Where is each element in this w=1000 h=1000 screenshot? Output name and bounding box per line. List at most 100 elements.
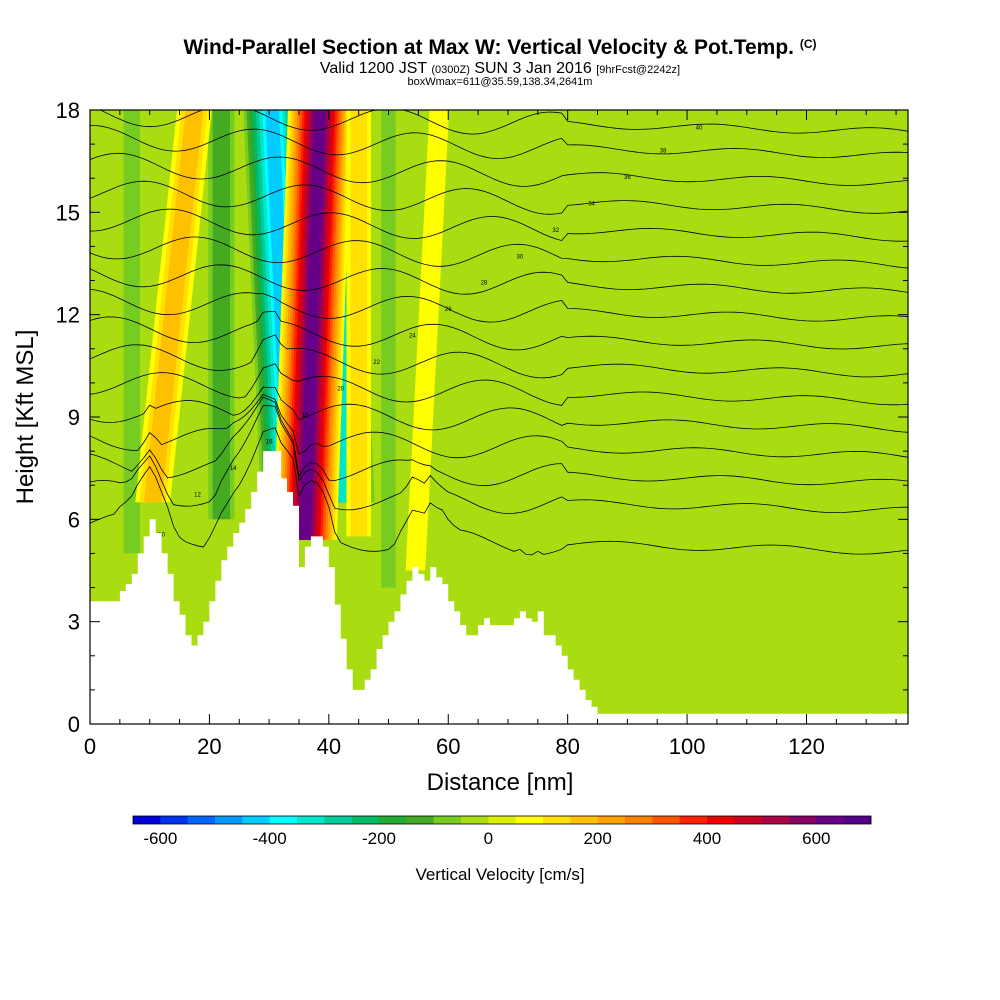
updraft-band-2-level <box>350 110 367 537</box>
colorbar-swatch <box>351 816 380 824</box>
plot-area: 10 12 14 16 18 20 22 24 26 28 30 32 34 36 38 40 <box>90 110 908 724</box>
colorbar-swatch <box>734 816 762 824</box>
y-tick-label: 3 <box>68 610 80 635</box>
isentrope-label: 26 <box>445 307 452 313</box>
isentrope-line <box>90 427 908 556</box>
valid-zone: (0300Z) <box>431 64 470 76</box>
isentrope-line <box>90 125 908 159</box>
colorbar-swatch <box>269 816 298 824</box>
valid-date: SUN 3 Jan 2016 <box>474 60 592 77</box>
colorbar-tick-label: 200 <box>583 829 611 848</box>
isentrope-label: 30 <box>517 254 524 260</box>
colorbar-tick-label: 400 <box>693 829 721 848</box>
colorbar-swatch <box>515 816 544 824</box>
x-tick-label: 40 <box>317 734 341 759</box>
y-tick-label: 9 <box>68 405 80 430</box>
isentrope-line <box>90 334 908 379</box>
updraft-band-3-level <box>405 110 450 571</box>
x-axis-title: Distance [nm] <box>427 769 574 796</box>
isentrope-label: 38 <box>660 148 667 154</box>
isentrope-label: 22 <box>373 360 380 366</box>
isentrope-label: 16 <box>266 440 273 446</box>
isentrope-label: 36 <box>624 175 631 181</box>
colorbar-swatch <box>570 816 598 824</box>
colorbar-swatch <box>297 816 325 824</box>
colorbar-swatch <box>433 816 462 824</box>
colorbar-swatch <box>625 816 653 824</box>
colorbar-title: Vertical Velocity [cm/s] <box>415 865 584 884</box>
isentrope-label: 32 <box>552 228 559 234</box>
isentrope-line <box>90 396 908 487</box>
colorbar-swatch <box>215 816 243 824</box>
chart-title: Wind-Parallel Section at Max W: Vertical… <box>0 36 1000 60</box>
colorbar-tick-label: 0 <box>484 829 493 848</box>
colorbar-swatch <box>242 816 270 824</box>
colorbar-swatch <box>379 816 407 824</box>
colorbar-swatch <box>461 816 489 824</box>
x-tick-label: 120 <box>788 734 825 759</box>
updraft-band-0-level <box>299 110 326 540</box>
updraft-band-1-level <box>144 110 204 503</box>
isentrope-line <box>90 208 908 242</box>
y-tick-label: 15 <box>56 200 80 225</box>
y-tick-label: 0 <box>68 712 80 737</box>
isentrope-line <box>90 363 908 406</box>
isentrope-line <box>90 152 908 187</box>
chart-title-text: Wind-Parallel Section at Max W: Vertical… <box>183 36 794 59</box>
isentrope-line <box>90 311 908 351</box>
terrain <box>90 451 908 724</box>
x-tick-label: 60 <box>436 734 460 759</box>
colorbar-tick-label: -200 <box>362 829 396 848</box>
isentrope-label: 18 <box>302 413 309 419</box>
colorbar-swatch <box>816 816 844 824</box>
y-tick-label: 18 <box>56 98 80 123</box>
colorbar-swatch <box>707 816 735 824</box>
velocity-fields <box>119 110 450 588</box>
colorbar-swatch <box>187 816 216 824</box>
x-tick-label: 20 <box>197 734 221 759</box>
isentrope-label: 20 <box>337 387 344 393</box>
forecast-info: [9hrFcst@2242z] <box>596 64 681 76</box>
x-tick-label: 100 <box>669 734 706 759</box>
colorbar-swatch <box>597 816 626 824</box>
copyright-mark: (C) <box>799 37 817 51</box>
colorbar-swatch <box>324 816 352 824</box>
y-axis-title: Height [Kft MSL] <box>12 330 39 505</box>
isentropes: 10 12 14 16 18 20 22 24 26 28 30 32 34 36 38 40 <box>90 110 908 556</box>
colorbar-swatch <box>406 816 434 824</box>
box-max-info: boxWmax=611@35.59,138.34,2641m <box>407 76 593 88</box>
isentrope-label: 14 <box>230 466 237 472</box>
colorbar: -600 -400 -200 0 200 400 600 <box>132 815 872 848</box>
isentrope-line <box>90 386 908 433</box>
downdraft-band-2-level <box>212 110 230 520</box>
colorbar-swatch <box>133 816 161 824</box>
isentrope-line <box>99 110 908 135</box>
isentrope-line <box>90 236 908 269</box>
y-tick-label: 6 <box>68 507 80 532</box>
isentrope-line <box>90 180 908 215</box>
isentrope-line <box>90 405 908 514</box>
colorbar-swatch <box>488 816 516 824</box>
y-tick-label: 12 <box>56 303 80 328</box>
colorbar-swatch <box>843 816 872 824</box>
colorbar-swatch <box>761 816 790 824</box>
isentrope-label: 24 <box>409 334 416 340</box>
colorbar-swatch <box>543 816 571 824</box>
isentrope-label: 10 <box>158 533 165 539</box>
valid-time: Valid 1200 JST <box>319 60 427 77</box>
isentrope-line <box>90 288 908 323</box>
colorbar-tick-label: -600 <box>143 829 177 848</box>
isentrope-line <box>90 393 908 459</box>
isentrope-label: 12 <box>194 493 201 499</box>
colorbar-tick-label: -400 <box>253 829 287 848</box>
downdraft-band-4-level <box>381 110 396 588</box>
x-tick-label: 0 <box>84 734 96 759</box>
colorbar-tick-label: 600 <box>802 829 830 848</box>
colorbar-swatch <box>160 816 188 824</box>
colorbar-frame <box>132 815 872 825</box>
isentrope-line <box>90 264 908 295</box>
isentrope-label: 40 <box>696 125 703 131</box>
isentrope-label: 34 <box>588 201 595 207</box>
